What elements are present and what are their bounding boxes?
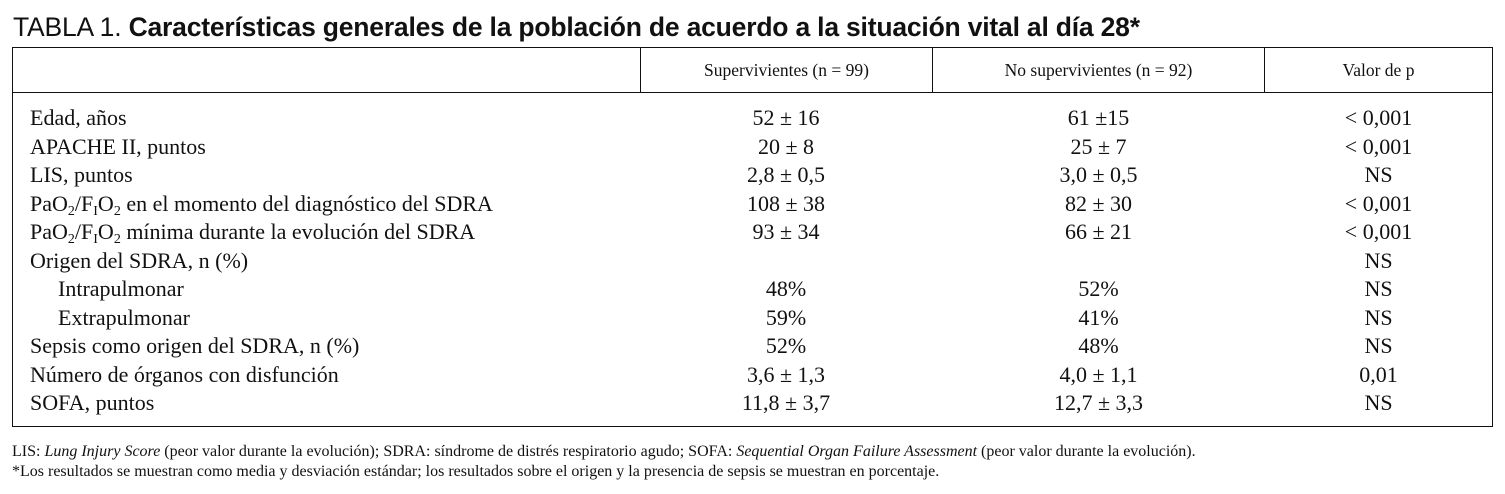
footnote-asterisk: *Los resultados se muestran como media y… <box>12 463 940 480</box>
cell-supervivientes: 2,8 ± 0,5 <box>746 162 826 187</box>
cell-supervivientes: 3,6 ± 1,3 <box>746 361 826 387</box>
cell-p-value: < 0,001 <box>1344 219 1413 244</box>
row-label: Edad, años <box>30 105 127 130</box>
table-row: Sepsis como origen del SDRA, n (%) 52% 4… <box>13 332 1492 361</box>
table-row: Extrapulmonar 59% 41% NS <box>13 304 1492 333</box>
cell-no-supervivientes: 4,0 ± 1,1 <box>1059 361 1138 387</box>
cell-p-value: NS <box>1364 304 1393 330</box>
cell-p-value: 0,01 <box>1359 361 1398 387</box>
cell-p-value: NS <box>1364 276 1393 301</box>
footnote-text: (peor valor durante la evolución); SDRA:… <box>160 443 737 460</box>
table-body: Edad, años 52 ± 16 61 ±15 < 0,001 APACHE… <box>13 104 1492 418</box>
table-footnotes: LIS: Lung Injury Score (peor valor duran… <box>12 442 1196 482</box>
cell-supervivientes: 52% <box>765 333 807 358</box>
table-row: SOFA, puntos 11,8 ± 3,7 12,7 ± 3,3 NS <box>13 389 1492 418</box>
cell-no-supervivientes: 52% <box>1078 276 1119 301</box>
cell-supervivientes: 11,8 ± 3,7 <box>741 390 831 415</box>
cell-p-value: NS <box>1364 333 1393 358</box>
cell-supervivientes: 48% <box>765 276 807 301</box>
cell-p-value: < 0,001 <box>1344 190 1413 216</box>
row-label: Intrapulmonar <box>58 276 184 301</box>
column-divider <box>932 48 933 92</box>
row-label: LIS, puntos <box>30 162 133 187</box>
cell-p-value: NS <box>1364 162 1393 187</box>
table-row: PaO2/FIO2 en el momento del diagnóstico … <box>13 190 1492 219</box>
cell-no-supervivientes: 25 ± 7 <box>1070 133 1127 159</box>
header-no-supervivientes: No supervivientes (n = 92) <box>1004 60 1193 80</box>
cell-p-value: NS <box>1364 390 1393 415</box>
footnote-text: (peor valor durante la evolución). <box>977 443 1196 460</box>
table-row: Edad, años 52 ± 16 61 ±15 < 0,001 <box>13 104 1492 133</box>
row-label: Número de órganos con disfunción <box>30 361 339 387</box>
table-row: Intrapulmonar 48% 52% NS <box>13 275 1492 304</box>
cell-no-supervivientes: 3,0 ± 0,5 <box>1059 162 1138 187</box>
table-row: LIS, puntos 2,8 ± 0,5 3,0 ± 0,5 NS <box>13 161 1492 190</box>
header-empty-cell <box>13 48 640 92</box>
table-caption: Características generales de la població… <box>128 12 1140 42</box>
cell-no-supervivientes: 82 ± 30 <box>1064 190 1133 216</box>
table-title: TABLA 1. Características generales de la… <box>13 11 1140 43</box>
row-label: Sepsis como origen del SDRA, n (%) <box>30 333 360 358</box>
cell-no-supervivientes: 61 ±15 <box>1067 105 1130 130</box>
cell-no-supervivientes: 66 ± 21 <box>1064 219 1133 244</box>
data-table: Supervivientes (n = 99) No superviviente… <box>12 47 1493 427</box>
cell-supervivientes: 108 ± 38 <box>746 190 826 216</box>
row-label: Origen del SDRA, n (%) <box>30 247 249 273</box>
column-divider <box>1264 48 1265 92</box>
table-row: PaO2/FIO2 mínima durante la evolución de… <box>13 218 1492 247</box>
row-label: APACHE II, puntos <box>30 133 206 159</box>
cell-supervivientes: 20 ± 8 <box>757 133 815 159</box>
row-label: PaO2/FIO2 en el momento del diagnóstico … <box>30 190 493 219</box>
cell-no-supervivientes: 41% <box>1078 304 1119 330</box>
row-label: Extrapulmonar <box>58 304 190 330</box>
cell-no-supervivientes: 12,7 ± 3,3 <box>1053 390 1144 415</box>
table-header-row: Supervivientes (n = 99) No superviviente… <box>13 48 1492 93</box>
table-row: APACHE II, puntos 20 ± 8 25 ± 7 < 0,001 <box>13 133 1492 162</box>
column-divider <box>640 48 641 92</box>
header-valor-p: Valor de p <box>1342 60 1415 80</box>
table-row: Número de órganos con disfunción 3,6 ± 1… <box>13 361 1492 390</box>
header-supervivientes: Supervivientes (n = 99) <box>704 60 869 80</box>
cell-p-value: < 0,001 <box>1344 133 1413 159</box>
row-label: PaO2/FIO2 mínima durante la evolución de… <box>30 219 476 247</box>
footnote-term: Sequential Organ Failure Assessment <box>736 443 978 460</box>
footnote-abbreviations: LIS: Lung Injury Score (peor valor duran… <box>12 442 1196 462</box>
cell-supervivientes: 52 ± 16 <box>752 105 820 130</box>
table-row: Origen del SDRA, n (%) NS <box>13 247 1492 276</box>
cell-p-value: NS <box>1364 247 1393 273</box>
table-number: TABLA 1. <box>13 12 129 42</box>
cell-supervivientes: 93 ± 34 <box>752 219 820 244</box>
footnote-text: LIS: <box>12 443 45 460</box>
cell-supervivientes: 59% <box>765 304 807 330</box>
footnote-term: Lung Injury Score <box>44 443 161 460</box>
cell-no-supervivientes: 48% <box>1078 333 1119 358</box>
cell-p-value: < 0,001 <box>1344 105 1413 130</box>
row-label: SOFA, puntos <box>30 390 155 415</box>
